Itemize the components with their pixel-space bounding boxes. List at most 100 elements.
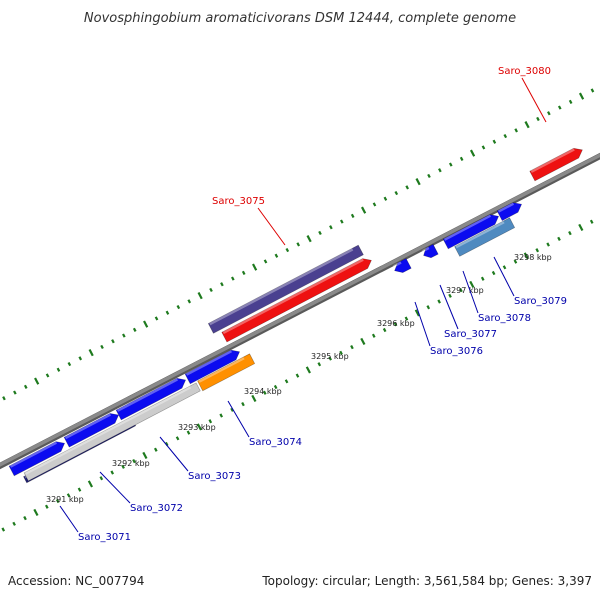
gene-label-saro-3071[interactable]: Saro_3071 xyxy=(78,532,131,543)
gene-leader-line xyxy=(99,471,131,504)
gene-saro-3076-body[interactable] xyxy=(394,258,412,273)
scale-label-3293: 3293 kbp xyxy=(178,423,216,432)
gene-label-saro-3076[interactable]: Saro_3076 xyxy=(430,346,483,357)
scale-tick xyxy=(66,493,71,498)
gene-saro-3073-body[interactable] xyxy=(115,377,187,421)
scale-tick xyxy=(383,196,388,201)
gene-saro-3077[interactable] xyxy=(422,243,439,259)
scale-tick xyxy=(175,436,180,441)
scale-tick xyxy=(514,128,518,133)
scale-tick xyxy=(241,402,245,407)
scale-tick xyxy=(251,394,257,403)
gene-saro-3074-cds[interactable] xyxy=(197,353,256,392)
scale-label-3295: 3295 kbp xyxy=(311,352,349,361)
gene-saro-3075-purple[interactable] xyxy=(207,244,364,334)
gene-saro-3071-body[interactable] xyxy=(8,441,66,477)
scale-tick xyxy=(13,390,17,395)
scale-tick xyxy=(241,270,246,275)
accession-text: Accession: NC_007794 xyxy=(8,574,144,588)
scale-tick xyxy=(2,396,6,401)
scale-tick xyxy=(546,242,550,247)
gene-saro-3075[interactable] xyxy=(221,258,372,343)
gene-saro-3079[interactable] xyxy=(496,202,523,222)
gene-saro-3080[interactable] xyxy=(529,147,583,182)
gene-saro-3072-highlight xyxy=(65,413,111,440)
scale-tick xyxy=(427,173,431,179)
scale-tick xyxy=(219,413,223,418)
scale-tick xyxy=(328,356,332,361)
scale-tick xyxy=(524,121,530,129)
gene-saro-3077-body[interactable] xyxy=(423,243,439,259)
scale-tick xyxy=(360,206,367,214)
scale-tick xyxy=(557,105,562,110)
gene-label-saro-3075[interactable]: Saro_3075 xyxy=(212,196,265,207)
gene-saro-3074-body[interactable] xyxy=(184,349,241,385)
scale-tick xyxy=(350,345,354,350)
scale-tick xyxy=(317,362,322,367)
gene-saro-3075-purple-body[interactable] xyxy=(207,244,364,334)
scale-tick xyxy=(165,310,170,315)
scale-tick xyxy=(459,156,464,161)
gene-saro-3073[interactable] xyxy=(115,377,187,421)
scale-tick xyxy=(34,377,40,385)
scale-label-3298: 3298 kbp xyxy=(514,253,552,262)
scale-tick xyxy=(111,339,115,344)
gene-saro-3072[interactable] xyxy=(63,413,120,448)
gene-saro-3079-body[interactable] xyxy=(496,202,523,222)
gene-saro-3078-cds[interactable] xyxy=(454,217,516,257)
gene-label-saro-3077[interactable]: Saro_3077 xyxy=(444,329,497,340)
scale-tick xyxy=(459,288,463,293)
scale-tick xyxy=(360,337,366,346)
gene-saro-3072-cds[interactable] xyxy=(23,382,201,482)
scale-tick xyxy=(350,213,355,218)
gene-label-saro-3080[interactable]: Saro_3080 xyxy=(498,66,551,77)
gene-saro-3080-body[interactable] xyxy=(529,147,583,182)
gene-saro-3074-cds-body[interactable] xyxy=(197,353,256,392)
scale-label-3291: 3291 kbp xyxy=(46,495,84,504)
scale-tick xyxy=(77,487,82,492)
gene-label-saro-3073[interactable]: Saro_3073 xyxy=(188,471,241,482)
genome-track[interactable] xyxy=(0,65,600,544)
scale-tick xyxy=(208,419,213,424)
scale-tick xyxy=(448,293,452,298)
gene-saro-3078-cds-body[interactable] xyxy=(454,217,516,257)
scale-tick xyxy=(231,276,235,281)
scale-tick xyxy=(45,504,49,509)
gene-saro-3072-cds-body[interactable] xyxy=(23,382,201,482)
gene-label-saro-3072[interactable]: Saro_3072 xyxy=(130,503,183,514)
scale-tick xyxy=(339,219,344,224)
scale-tick xyxy=(274,253,279,258)
scale-tick xyxy=(547,111,551,116)
gene-saro-3075-body[interactable] xyxy=(221,258,372,343)
gene-saro-3078-cds-highlight xyxy=(455,221,505,249)
scale-tick xyxy=(132,459,136,464)
scale-tick xyxy=(523,252,529,260)
scale-tick xyxy=(513,259,518,264)
gene-saro-3080-highlight xyxy=(530,148,575,173)
gene-saro-3078[interactable] xyxy=(442,214,500,250)
scale-tick xyxy=(23,516,27,521)
gene-label-saro-3078[interactable]: Saro_3078 xyxy=(478,313,531,324)
scale-tick xyxy=(252,263,258,271)
gene-saro-3072-body[interactable] xyxy=(63,413,120,448)
scale-tick xyxy=(371,333,376,338)
gene-saro-3076[interactable] xyxy=(393,258,412,273)
scale-tick xyxy=(196,423,202,431)
scale-tick xyxy=(469,149,476,157)
scale-tick xyxy=(448,162,453,167)
gene-saro-3078-body[interactable] xyxy=(442,214,500,250)
gene-label-saro-3079[interactable]: Saro_3079 xyxy=(514,296,567,307)
scale-tick xyxy=(132,327,137,332)
scale-tick xyxy=(492,139,497,144)
scale-tick xyxy=(87,480,94,488)
gene-saro-3074[interactable] xyxy=(184,349,241,385)
gene-label-saro-3074[interactable]: Saro_3074 xyxy=(249,437,302,448)
scale-tick xyxy=(186,430,191,435)
scale-label-3297: 3297 kbp xyxy=(446,286,484,295)
gene-saro-3071[interactable] xyxy=(8,441,66,477)
scale-tick xyxy=(414,309,420,317)
scale-tick xyxy=(578,223,584,232)
scale-tick xyxy=(45,373,50,378)
scale-tick xyxy=(296,242,301,247)
